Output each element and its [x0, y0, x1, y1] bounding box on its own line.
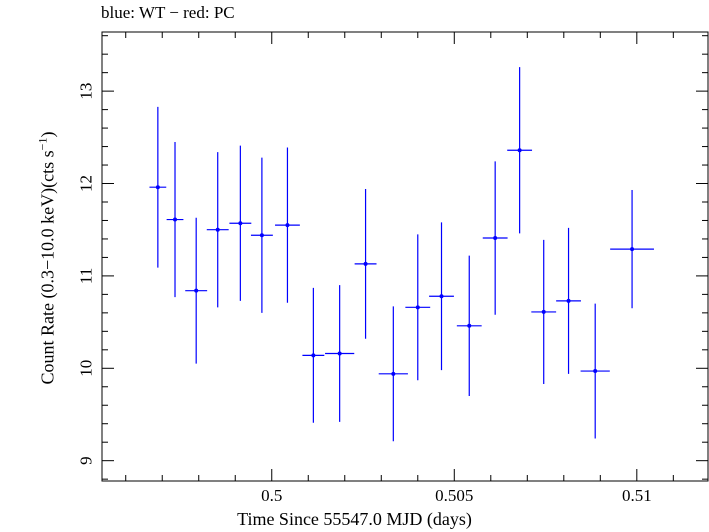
y-axis-label-end: ): [37, 131, 58, 138]
data-point: [363, 261, 368, 266]
y-tick-label: 13: [77, 83, 96, 100]
data-point: [593, 369, 598, 374]
data-point: [311, 353, 316, 358]
data-point: [517, 148, 522, 153]
data-point: [630, 247, 635, 252]
y-axis-label-exponent: −1: [35, 137, 50, 151]
data-point: [173, 217, 178, 222]
x-tick-label: 0.5: [261, 486, 282, 505]
y-axis-label-text: Count Rate (0.3−10.0 keV)(cts s: [37, 150, 58, 385]
data-point: [566, 298, 571, 303]
data-point: [337, 351, 342, 356]
data-point: [439, 294, 444, 299]
x-axis-label: Time Since 55547.0 MJD (days): [237, 509, 472, 529]
data-point: [215, 227, 220, 232]
data-series-wt: [149, 67, 654, 442]
y-tick-label: 10: [77, 360, 96, 377]
data-point: [194, 288, 199, 293]
y-tick-label: 11: [77, 268, 96, 284]
tick-labels: 0.5 0.505 0.51 9 10 11 12 13: [77, 83, 652, 505]
y-tick-label: 12: [77, 175, 96, 192]
data-point: [155, 185, 160, 190]
data-point: [493, 236, 498, 241]
data-point: [467, 323, 472, 328]
y-tick-label: 9: [77, 456, 96, 465]
x-tick-label: 0.505: [435, 486, 473, 505]
x-tick-label: 0.51: [622, 486, 652, 505]
data-point: [285, 223, 290, 228]
chart-title: blue: WT − red: PC: [101, 3, 235, 22]
y-axis-label: Count Rate (0.3−10.0 keV)(cts s−1): [36, 132, 59, 385]
data-point: [541, 309, 546, 314]
data-point: [259, 233, 264, 238]
data-point: [391, 371, 396, 376]
plot-frame: [101, 31, 709, 482]
data-point: [238, 221, 243, 226]
axis-ticks: [102, 32, 708, 481]
data-point: [415, 305, 420, 310]
